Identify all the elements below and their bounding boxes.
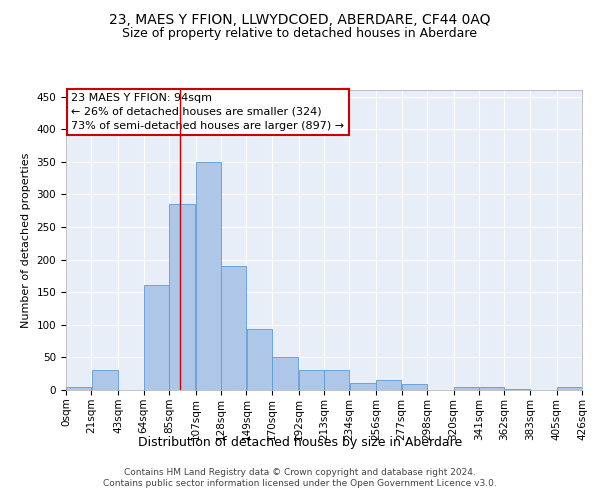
- Bar: [221, 266, 247, 390]
- Bar: [143, 285, 169, 390]
- Text: 23 MAES Y FFION: 94sqm
← 26% of detached houses are smaller (324)
73% of semi-de: 23 MAES Y FFION: 94sqm ← 26% of detached…: [71, 93, 344, 131]
- Bar: [299, 370, 324, 390]
- Bar: [66, 388, 91, 390]
- Bar: [247, 330, 272, 390]
- Bar: [169, 204, 196, 390]
- Bar: [324, 370, 349, 390]
- Y-axis label: Number of detached properties: Number of detached properties: [21, 152, 31, 328]
- Bar: [557, 386, 582, 390]
- Bar: [454, 386, 479, 390]
- Text: Contains HM Land Registry data © Crown copyright and database right 2024.
Contai: Contains HM Land Registry data © Crown c…: [103, 468, 497, 487]
- Text: Distribution of detached houses by size in Aberdare: Distribution of detached houses by size …: [138, 436, 462, 449]
- Bar: [479, 386, 505, 390]
- Bar: [376, 380, 401, 390]
- Bar: [92, 370, 118, 390]
- Text: 23, MAES Y FFION, LLWYDCOED, ABERDARE, CF44 0AQ: 23, MAES Y FFION, LLWYDCOED, ABERDARE, C…: [109, 12, 491, 26]
- Bar: [350, 383, 376, 390]
- Bar: [196, 162, 221, 390]
- Bar: [272, 358, 298, 390]
- Bar: [401, 384, 427, 390]
- Text: Size of property relative to detached houses in Aberdare: Size of property relative to detached ho…: [122, 28, 478, 40]
